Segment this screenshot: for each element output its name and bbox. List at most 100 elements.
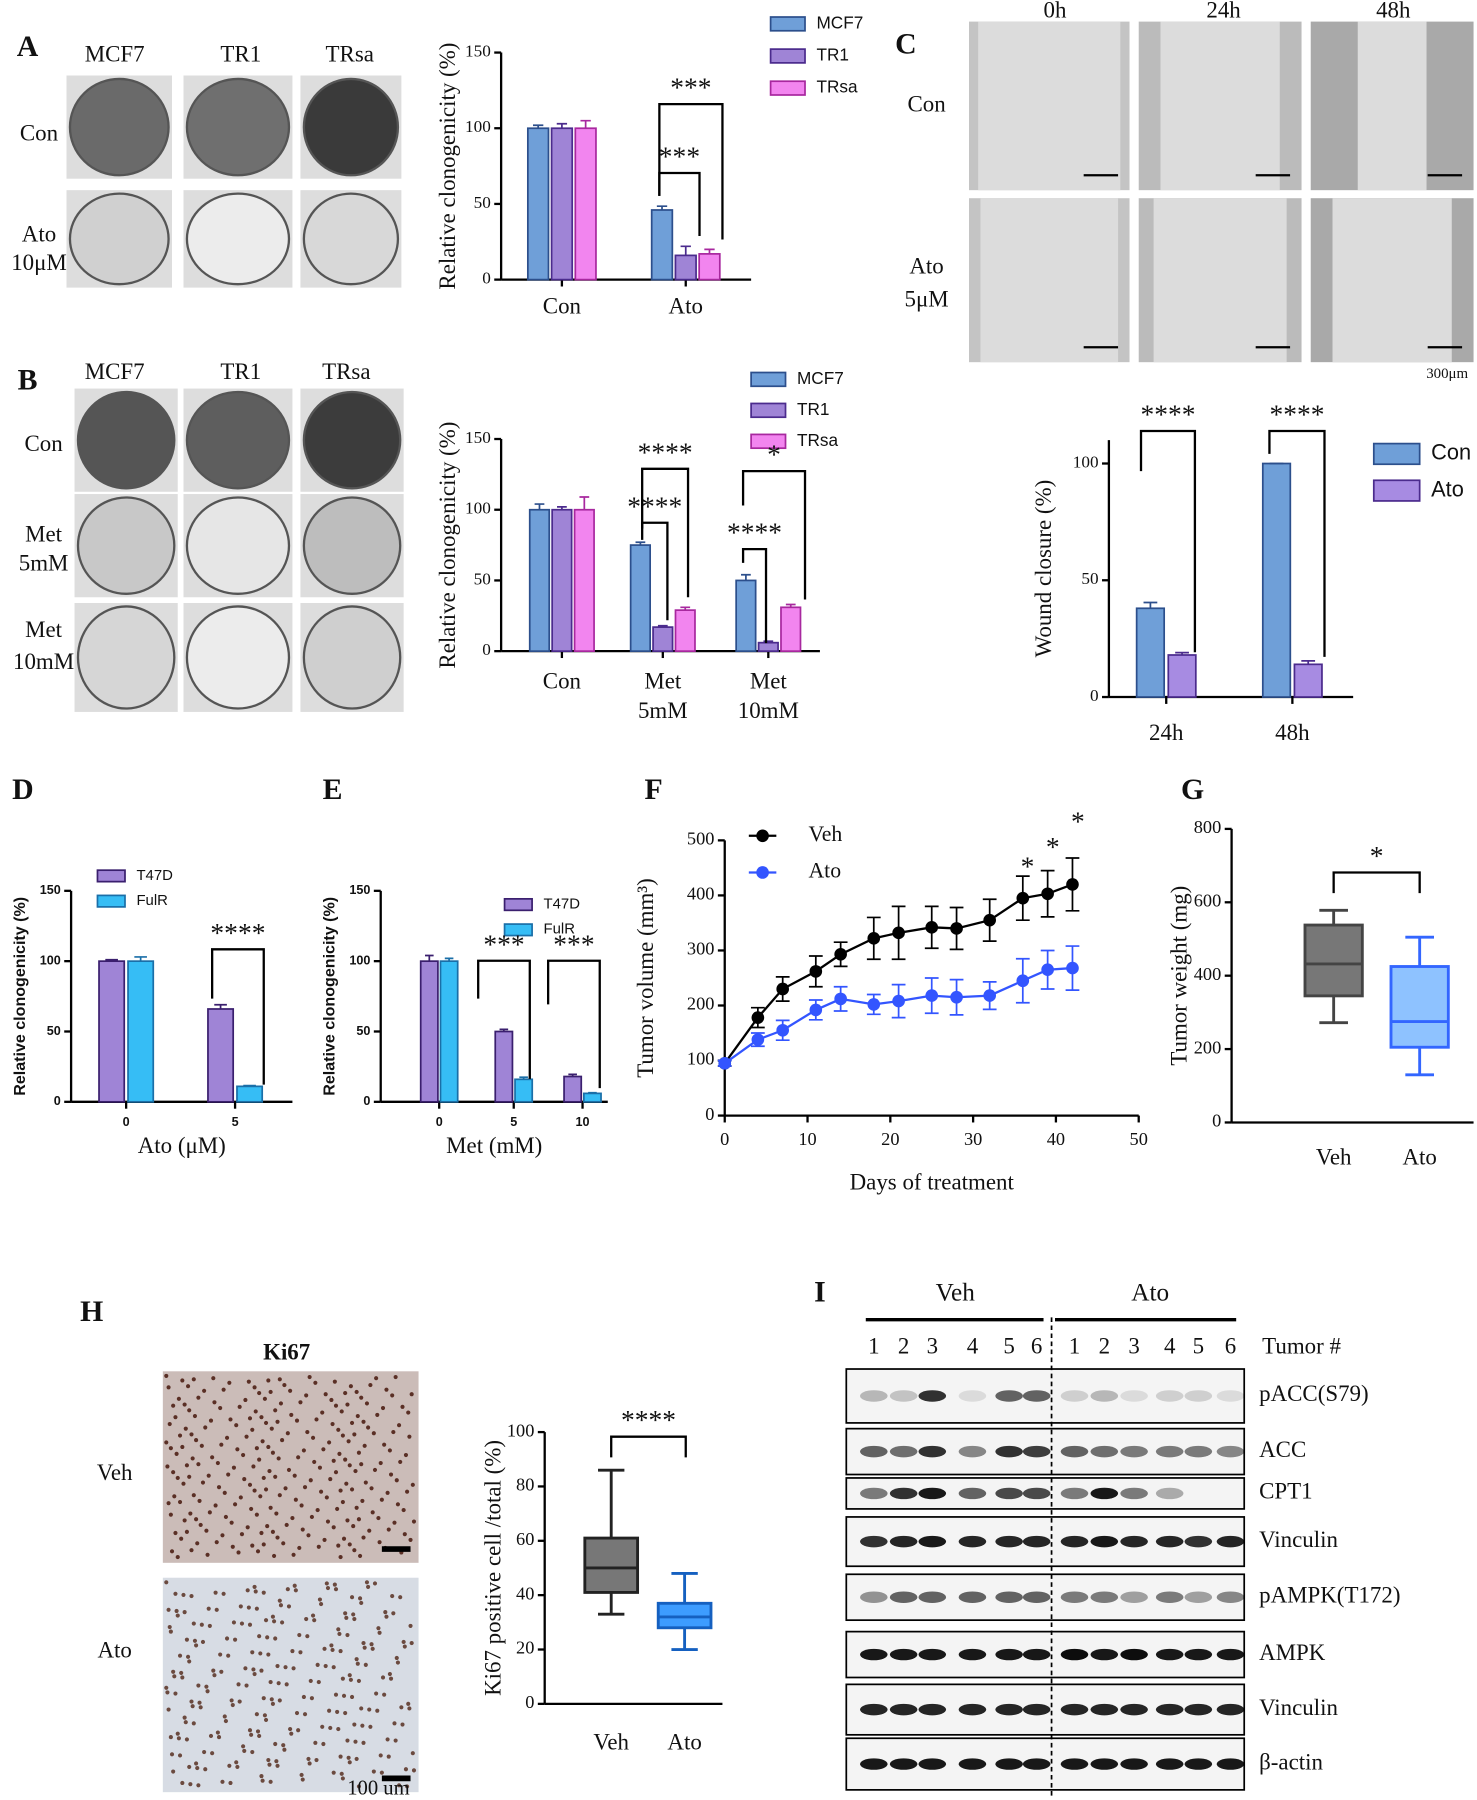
error-bar [1301,659,1316,665]
dish [185,192,291,286]
nucleus [262,1396,267,1401]
legend-label: MCF7 [816,12,863,32]
nucleus [250,1650,255,1655]
nucleus [367,1528,372,1533]
nucleus [379,1497,384,1502]
x-tick-label: Con [543,294,582,319]
nucleus [296,1455,301,1460]
nucleus [174,1608,179,1614]
nucleus [384,1614,389,1619]
nucleus [208,1733,214,1739]
nucleus [174,1451,179,1456]
nucleus [395,1502,400,1507]
wound-gap [1332,198,1452,363]
y-axis-title: Relative clonogenicity (%) [11,897,29,1096]
nucleus [229,1520,234,1525]
nucleus [300,1527,305,1532]
blot-label: pACC(S79) [1259,1381,1369,1406]
nucleus [166,1385,171,1390]
significance: *** [483,928,524,959]
y-tick-label: 0 [525,1692,534,1712]
bar [528,508,551,653]
nucleus [400,1722,405,1727]
x-tick-label: 0 [123,1115,130,1129]
nucleus [306,1756,311,1761]
band [1120,1535,1148,1548]
ihc-image [162,1577,419,1793]
data-point [1041,963,1054,977]
bar [439,960,459,1103]
lane-number: 6 [1225,1334,1236,1359]
nucleus [220,1779,225,1784]
nucleus [378,1460,383,1466]
nucleus [385,1737,390,1742]
nucleus [302,1485,308,1490]
x-tick-label: 0 [436,1115,443,1129]
nucleus [398,1459,403,1464]
nucleus [366,1425,371,1430]
nucleus [356,1450,361,1455]
nucleus [393,1738,398,1743]
nucleus [177,1753,183,1758]
nucleus [405,1489,410,1494]
error-bar [635,541,646,546]
y-tick-label: 100 [349,953,370,967]
nucleus [352,1722,357,1727]
nucleus [222,1714,227,1719]
nucleus [364,1580,370,1585]
lane-number: 1 [1069,1334,1080,1359]
y-axis-title: Tumor volume (mm³) [633,878,658,1078]
nucleus [336,1543,341,1548]
y-tick-label: 100 [465,117,491,136]
x-tick-label: Ato [669,294,703,319]
image-row-label: 5mM [19,550,69,575]
nucleus [254,1606,259,1611]
ihc-image [162,1371,419,1563]
nucleus [384,1387,389,1392]
nucleus [305,1430,310,1435]
legend-swatch [769,80,806,96]
bar [494,1030,514,1103]
nucleus [392,1721,397,1726]
band [1022,1487,1051,1500]
nucleus [348,1384,353,1389]
legend-label: FulR [544,922,576,938]
nucleus [187,1474,192,1479]
y-tick-label: 0 [1212,1111,1221,1131]
error-bar [785,603,796,608]
dish [302,605,402,710]
nucleus [235,1764,240,1769]
nucleus [261,1475,266,1481]
nucleus [175,1613,180,1618]
nucleus [383,1610,388,1615]
band [1090,1703,1119,1716]
nucleus [214,1607,219,1612]
nucleus [242,1748,247,1753]
significance: *** [659,141,700,172]
dish [185,605,291,710]
nucleus [305,1634,310,1639]
nucleus [322,1537,327,1542]
error-bar [1143,601,1158,609]
panel-letter: I [814,1275,826,1308]
nucleus [243,1397,248,1403]
nucleus [245,1525,250,1530]
nucleus [261,1590,266,1595]
box [583,1536,640,1594]
nucleus [377,1540,382,1545]
nucleus [307,1761,312,1766]
error-bar [533,124,544,129]
nucleus [361,1535,366,1540]
y-tick-label: 200 [1194,1037,1222,1057]
nucleus [301,1448,306,1453]
blot-group: Ato [1131,1279,1169,1306]
nucleus [354,1657,359,1662]
nucleus [346,1755,351,1760]
nucleus [406,1701,411,1706]
band [1216,1758,1245,1770]
nucleus [180,1444,185,1450]
blot-label: pAMPK(T172) [1259,1582,1400,1607]
band [958,1758,987,1770]
nucleus [210,1751,215,1756]
nucleus [202,1388,207,1393]
